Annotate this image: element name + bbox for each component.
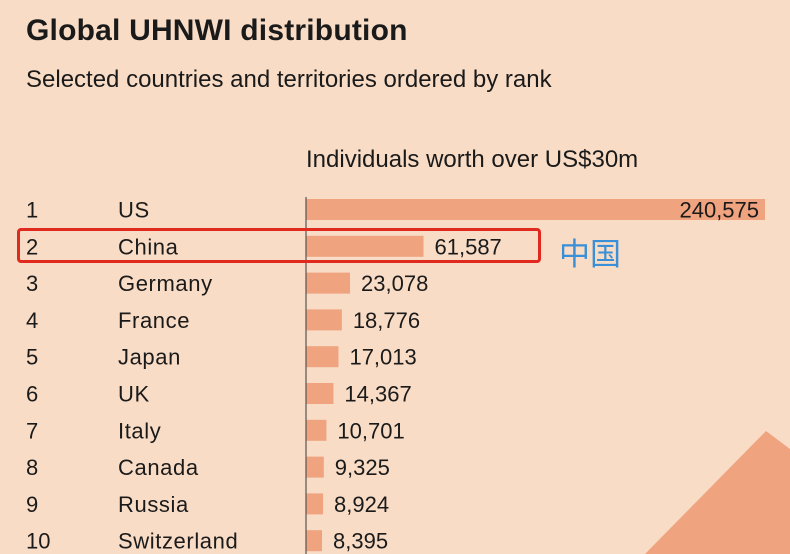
chinese-annotation: 中国 xyxy=(559,237,621,273)
bar-france xyxy=(306,309,342,331)
bar-us xyxy=(306,199,765,220)
rank-label: 3 xyxy=(26,271,38,296)
rank-label: 10 xyxy=(26,529,50,554)
value-label: 10,701 xyxy=(337,418,404,443)
country-label: Italy xyxy=(118,418,161,443)
bar-uk xyxy=(306,383,334,404)
value-label: 9,325 xyxy=(335,455,390,480)
country-label: France xyxy=(118,308,190,333)
value-label: 61,587 xyxy=(435,234,502,259)
rank-label: 9 xyxy=(26,492,38,517)
value-label: 18,776 xyxy=(353,308,420,333)
country-label: US xyxy=(118,198,150,223)
china-highlight-box xyxy=(17,228,541,263)
country-label: Russia xyxy=(118,492,189,517)
country-label: China xyxy=(118,234,179,259)
chart-title: Global UHNWI distribution xyxy=(26,14,408,47)
value-label: 8,924 xyxy=(334,492,389,517)
bar-germany xyxy=(306,272,351,294)
country-label: Canada xyxy=(118,455,199,480)
value-label: 23,078 xyxy=(361,271,428,296)
value-label: 8,395 xyxy=(333,529,388,554)
bar-canada xyxy=(306,456,324,478)
value-axis-header: Individuals worth over US$30m xyxy=(306,146,639,173)
value-label: 14,367 xyxy=(344,382,411,407)
value-label: 17,013 xyxy=(349,345,416,370)
country-label: Switzerland xyxy=(118,529,238,554)
country-label: Germany xyxy=(118,271,213,296)
rank-label: 5 xyxy=(26,345,38,370)
rank-label: 1 xyxy=(26,198,38,223)
country-label: UK xyxy=(118,382,150,407)
rank-label: 2 xyxy=(26,234,38,259)
rank-label: 6 xyxy=(26,382,38,407)
rank-label: 4 xyxy=(26,308,38,333)
value-label: 240,575 xyxy=(679,198,759,223)
rank-label: 8 xyxy=(26,455,38,480)
country-label: Japan xyxy=(118,345,181,370)
bar-russia xyxy=(306,493,324,515)
rank-label: 7 xyxy=(26,418,38,443)
bar-switzerland xyxy=(306,530,323,552)
bar-china xyxy=(306,235,424,257)
bar-italy xyxy=(306,419,327,441)
bar-japan xyxy=(306,346,339,368)
chart-subtitle: Selected countries and territories order… xyxy=(26,66,552,93)
